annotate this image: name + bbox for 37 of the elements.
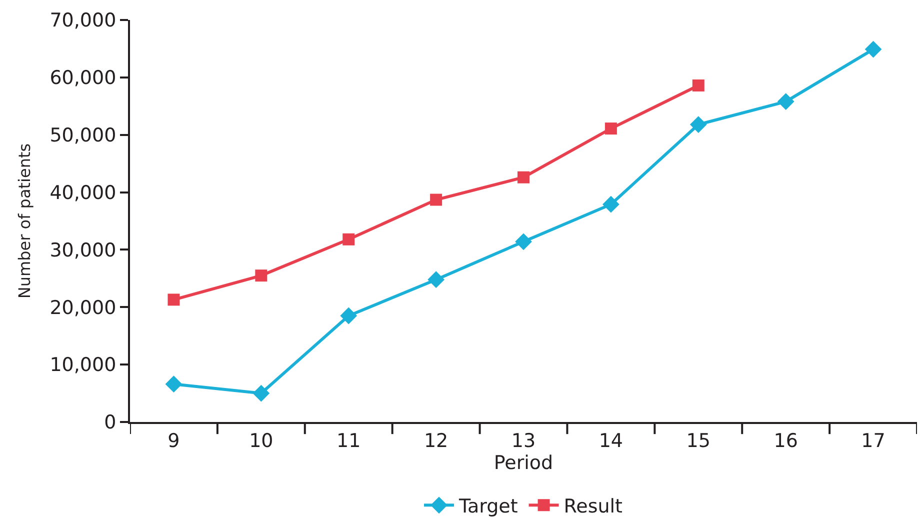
legend-label: Result [564,496,622,518]
point [252,384,270,402]
y-tick-label: 20,000 [50,296,116,319]
x-tick-label: 16 [774,430,798,452]
point [864,40,882,58]
point [518,171,530,184]
point [255,270,268,282]
x-tick-label: 17 [861,430,886,452]
y-tick-label: 30,000 [50,239,116,262]
point [602,196,620,213]
point [692,79,704,92]
x-axis-title: Period [494,452,554,474]
point [690,116,707,133]
y-tick-label: 10,000 [50,354,116,376]
x-tick-label: 12 [424,430,448,452]
x-tick-label: 9 [168,430,180,452]
x-tick-label: 11 [336,430,361,452]
x-tick-label: 14 [598,430,624,452]
point [340,307,358,324]
point [168,294,180,306]
point [604,122,617,135]
y-tick-label: 0 [104,412,116,434]
y-axis-title: Number of patients [15,143,34,299]
point [342,233,355,246]
y-tick-label: 40,000 [50,182,116,204]
x-tick-label: 13 [511,430,536,452]
legend-label: Target [458,496,518,518]
point [165,376,182,393]
point [777,93,794,110]
x-tick-label: 10 [249,430,274,452]
y-tick-label: 60,000 [50,67,116,90]
y-tick-label: 70,000 [50,10,116,32]
point [430,194,442,206]
y-tick-label: 50,000 [50,124,116,147]
point [428,271,445,288]
point [515,233,532,250]
x-tick-label: 15 [686,430,710,452]
